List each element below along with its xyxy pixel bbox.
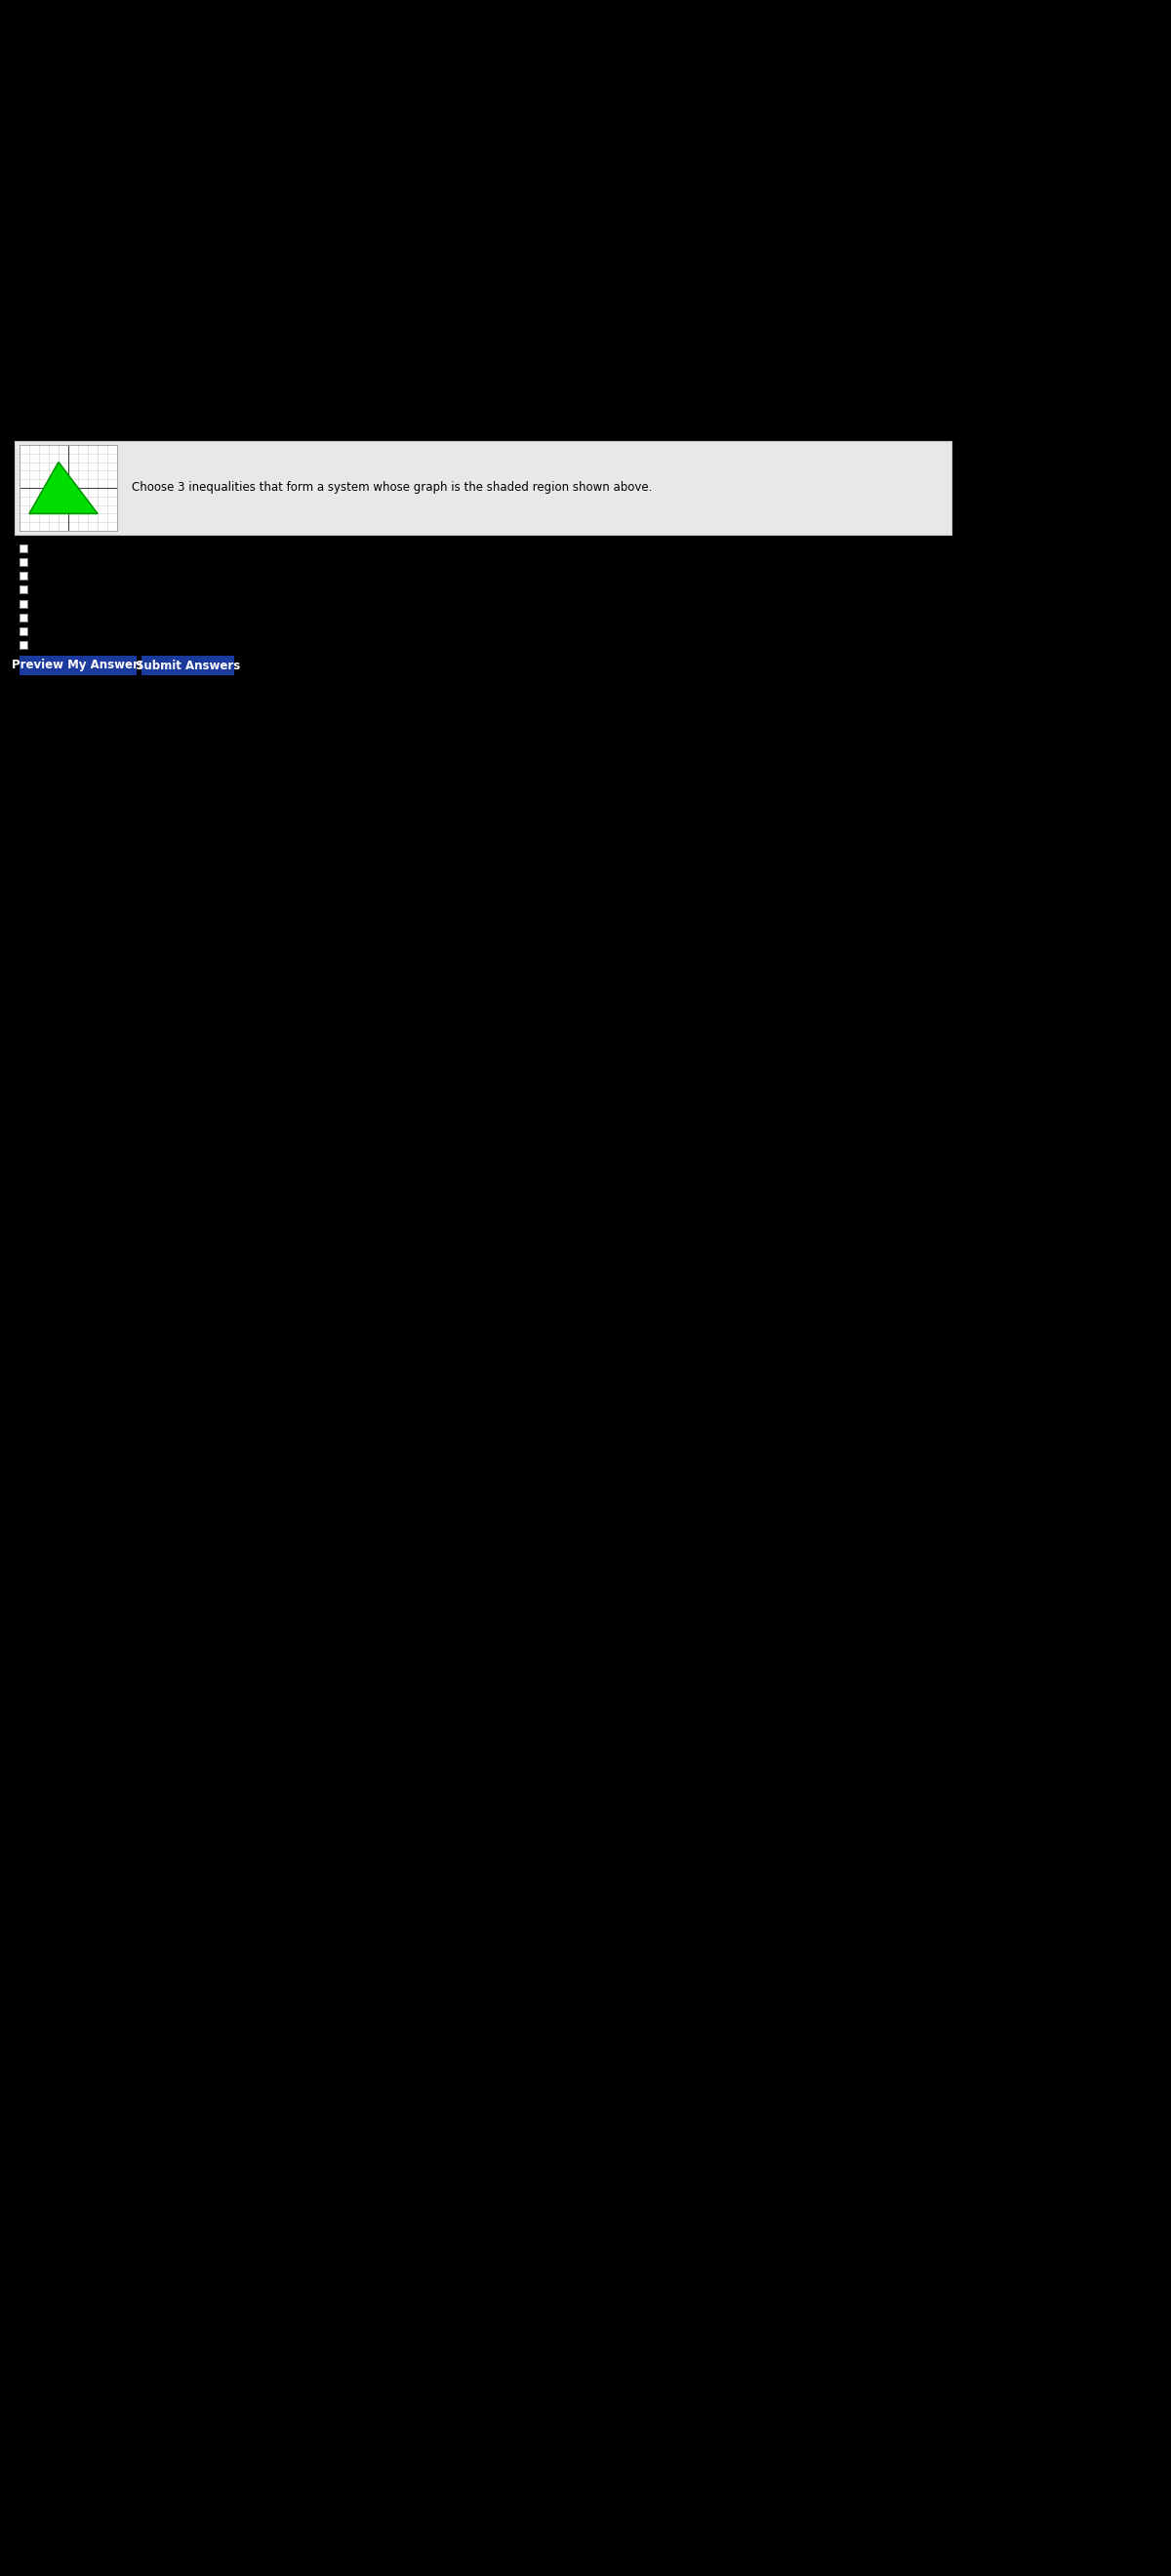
Text: D. y ≤ −3: D. y ≤ −3 <box>32 582 88 595</box>
Text: E. y ≤ 3: E. y ≤ 3 <box>32 598 77 611</box>
Text: Preview My Answers: Preview My Answers <box>12 659 145 672</box>
Polygon shape <box>29 461 97 513</box>
Text: B. 5x + 4y ≤ 3: B. 5x + 4y ≤ 3 <box>32 556 116 569</box>
Text: A. 5x + 4y ≥ 3: A. 5x + 4y ≥ 3 <box>32 541 116 554</box>
Text: G. x ≥ −3: G. x ≥ −3 <box>32 626 88 636</box>
Text: Choose 3 inequalities that form a system whose graph is the shaded region shown : Choose 3 inequalities that form a system… <box>131 482 652 495</box>
Text: H. y ≥ −3: H. y ≥ −3 <box>32 639 88 652</box>
Text: C. 5x − 2y ≤ −9: C. 5x − 2y ≤ −9 <box>32 569 125 582</box>
Text: F. 5x − 2y ≥ −9: F. 5x − 2y ≥ −9 <box>32 611 122 623</box>
Text: Submit Answers: Submit Answers <box>136 659 240 672</box>
